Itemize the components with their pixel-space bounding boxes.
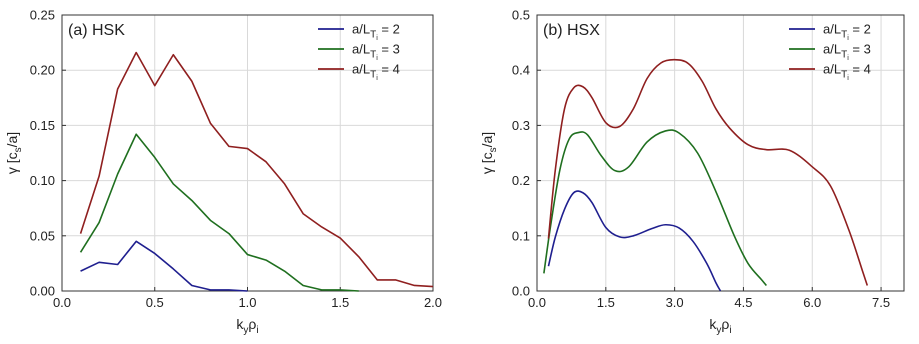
series-line-3 bbox=[79, 51, 434, 288]
series-line-1 bbox=[547, 190, 722, 292]
series-line-2 bbox=[79, 133, 359, 292]
panel-title: (a) HSK bbox=[68, 22, 125, 39]
x-tick-label: 0.0 bbox=[528, 295, 546, 310]
series-line-3 bbox=[547, 58, 869, 286]
x-tick-label: 6.0 bbox=[803, 295, 821, 310]
panel-b-chart: 0.0 1.5 3.0 4.5 6.0 7.5 0.0 0.1 0.2 0.3 0.4 0.5 kyρi… bbox=[479, 8, 905, 336]
y-tick-label: 0.00 bbox=[30, 284, 55, 299]
x-tick-label: 1.5 bbox=[597, 295, 615, 310]
y-tick-label: 0.2 bbox=[512, 173, 530, 188]
y-tick-label: 0.1 bbox=[512, 228, 530, 243]
series-line-2 bbox=[543, 129, 767, 286]
y-tick-label: 0.5 bbox=[512, 8, 530, 23]
legend-label: a/LTi = 2 bbox=[823, 22, 871, 43]
legend-label: a/LTi = 4 bbox=[352, 62, 400, 83]
y-tick-label: 0.0 bbox=[512, 284, 530, 299]
y-tick-label: 0.4 bbox=[512, 63, 530, 78]
series-line-1 bbox=[80, 240, 248, 292]
y-tick-label: 0.20 bbox=[30, 63, 55, 78]
x-tick-label: 2.0 bbox=[424, 295, 442, 310]
legend-label: a/LTi = 3 bbox=[352, 42, 400, 63]
legend-label: a/LTi = 4 bbox=[823, 62, 871, 83]
x-axis-label: kyρi bbox=[236, 316, 258, 336]
x-tick-label: 1.0 bbox=[238, 295, 256, 310]
panel-title: (b) HSX bbox=[543, 22, 600, 39]
x-tick-label: 3.0 bbox=[666, 295, 684, 310]
y-tick-label: 0.05 bbox=[30, 228, 55, 243]
x-tick-label: 0.0 bbox=[53, 295, 71, 310]
legend-label: a/LTi = 3 bbox=[823, 42, 871, 63]
y-tick-label: 0.10 bbox=[30, 173, 55, 188]
x-tick-label: 0.5 bbox=[146, 295, 164, 310]
x-tick-label: 7.5 bbox=[872, 295, 890, 310]
y-tick-label: 0.3 bbox=[512, 118, 530, 133]
y-axis-label: γ [cs/a] bbox=[479, 132, 499, 174]
x-axis-label: kyρi bbox=[709, 316, 731, 336]
x-tick-label: 1.5 bbox=[331, 295, 349, 310]
y-tick-label: 0.25 bbox=[30, 8, 55, 23]
y-axis-label: γ [cs/a] bbox=[4, 132, 24, 174]
panel-a-chart: 0.0 0.5 1.0 1.5 2.0 0.00 0.05 0.10 0.15 0.20 0.25 k… bbox=[4, 8, 442, 337]
legend-label: a/LTi = 2 bbox=[352, 22, 400, 43]
y-tick-label: 0.15 bbox=[30, 118, 55, 133]
x-tick-label: 4.5 bbox=[734, 295, 752, 310]
